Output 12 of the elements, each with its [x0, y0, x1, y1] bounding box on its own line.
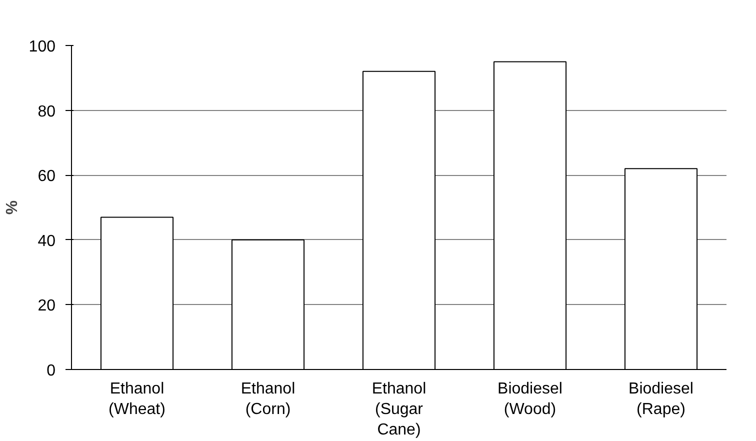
y-tick-label: 80 [38, 103, 56, 120]
y-tick-label: 40 [38, 232, 56, 250]
x-tick-label: Ethanol (Corn) [240, 380, 296, 418]
y-tick-label: 100 [28, 38, 56, 56]
x-tick-label: Biodiesel (Rape) [628, 380, 694, 418]
x-tick-label: Ethanol (Sugar Cane) [372, 380, 426, 438]
y-tick-label: 20 [38, 298, 56, 315]
y-axis-title: % [4, 200, 21, 215]
y-tick-label: 60 [38, 168, 56, 186]
x-tick-label: Ethanol (Wheat) [108, 380, 166, 418]
x-tick-label: Biodiesel (Wood) [498, 380, 562, 418]
y-tick-label: 0 [46, 362, 56, 380]
